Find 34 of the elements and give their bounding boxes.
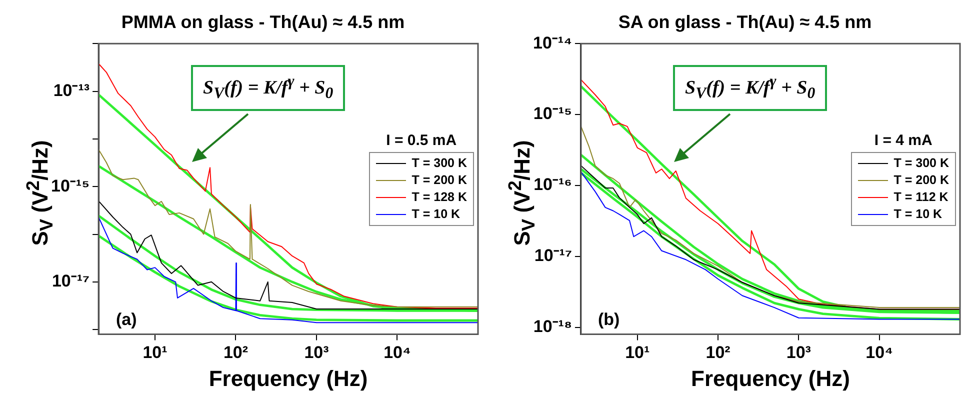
annotation: S$_{V}$(f) = K/f$^{γ}$ + S$_{0}$ [673, 65, 828, 112]
legend-label: T = 128 K [412, 189, 467, 206]
y-tick-label: 10⁻¹⁴ [532, 33, 572, 52]
annotation: (b) [598, 310, 620, 330]
x-tick-label: 10³ [786, 343, 812, 362]
annotation: S$_{V}$(f) = K/f$^{γ}$ + S$_{0}$ [191, 65, 346, 112]
y-tick-label: 10⁻¹⁷ [52, 272, 90, 291]
x-tick-label: 10² [706, 343, 731, 362]
x-tick-label: 10¹ [625, 343, 650, 362]
legend-label: T = 10 K [894, 206, 942, 223]
chart-title: SA on glass - Th(Au) ≈ 4.5 nm [618, 12, 872, 32]
y-tick-label: 10⁻¹⁵ [50, 176, 90, 196]
x-tick-label: 10⁴ [384, 343, 411, 362]
y-tick-label: 10⁻¹⁸ [533, 317, 572, 336]
legend-label: T = 300 K [894, 155, 949, 172]
y-tick-label: 10⁻¹⁵ [533, 104, 572, 124]
y-tick-label: 10⁻¹⁶ [534, 175, 572, 194]
legend-label: T = 300 K [412, 155, 467, 172]
x-tick-label: 10³ [304, 343, 330, 362]
x-axis-title: Frequency (Hz) [208, 366, 368, 391]
legend-label: T = 200 K [894, 172, 949, 189]
x-tick-label: 10¹ [142, 343, 168, 362]
annotation: (a) [116, 310, 137, 330]
x-tick-label: 10⁴ [866, 343, 894, 362]
y-tick-label: 10⁻¹³ [53, 80, 90, 100]
x-tick-label: 10² [223, 343, 248, 362]
y-tick-label: 10⁻¹⁷ [534, 246, 572, 266]
legend-label: T = 200 K [412, 172, 467, 189]
legend-label: T = 112 K [894, 189, 948, 206]
legend-label: T = 10 K [412, 206, 460, 223]
x-axis-title: Frequency (Hz) [691, 366, 850, 391]
legend-title: I = 0.5 mA [385, 132, 458, 149]
legend-title: I = 4 mA [873, 132, 934, 149]
chart-title: PMMA on glass - Th(Au) ≈ 4.5 nm [121, 12, 405, 32]
